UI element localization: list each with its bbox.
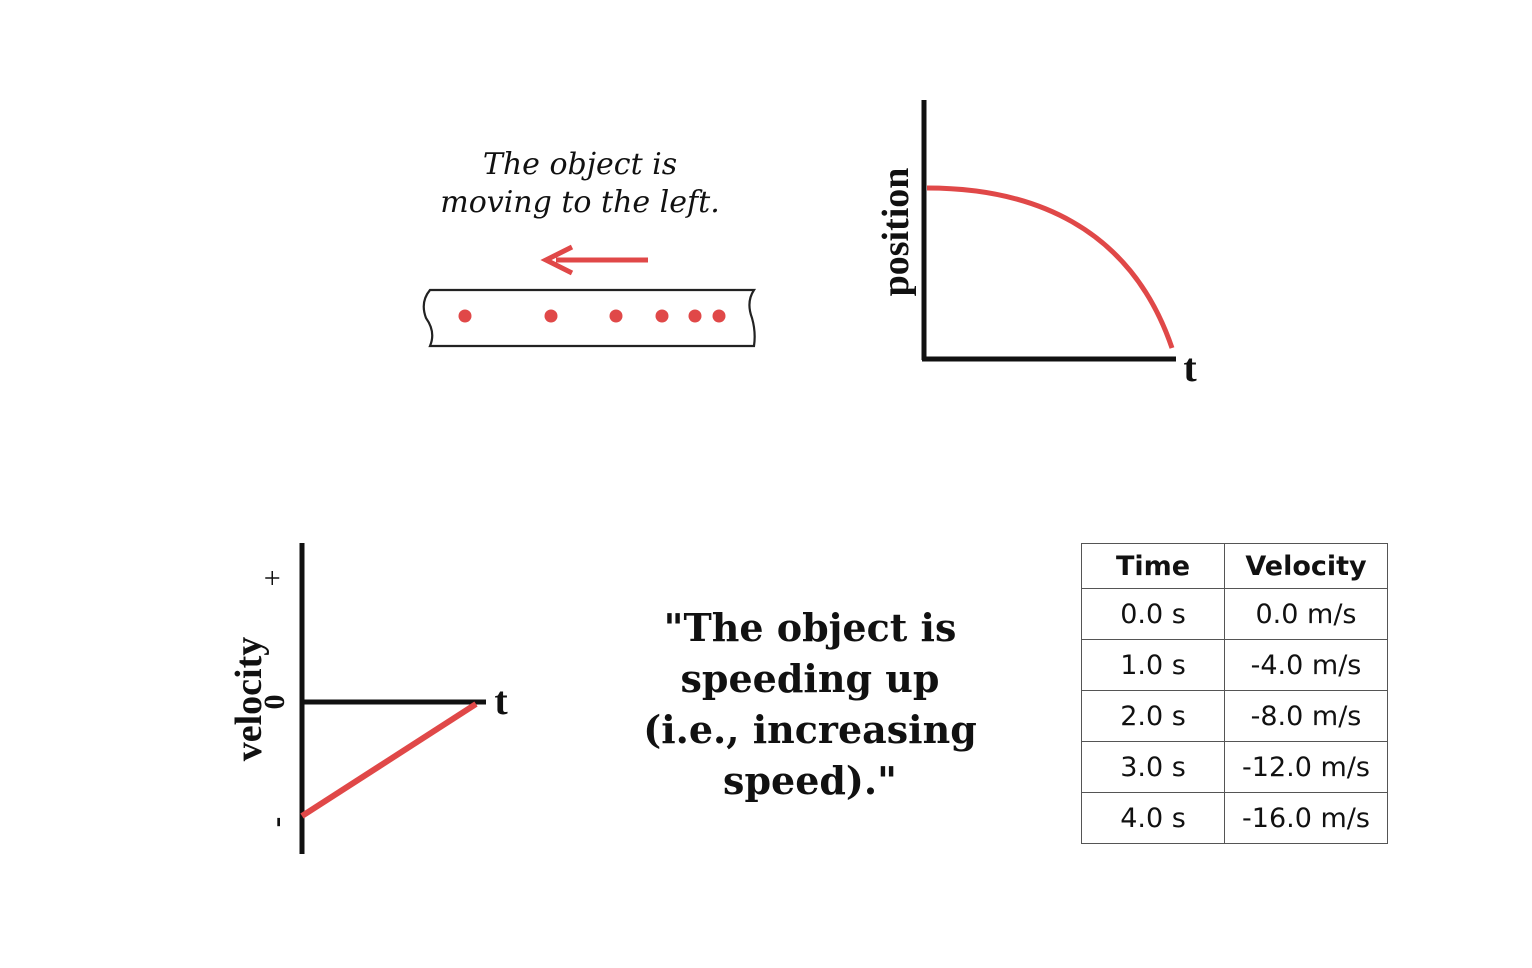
velocity-tick-plus: + [256,570,289,587]
velocity-graph: velocity t + 0 - [228,543,508,854]
cell-time: 2.0 s [1081,690,1225,742]
velocity-tick-zero: 0 [258,695,291,710]
statement-text: "The object is speeding up (i.e., increa… [620,602,1000,806]
cell-time: 1.0 s [1081,639,1225,691]
ticker-caption: The object is moving to the left. [400,146,760,222]
velocity-line [300,701,478,819]
velocity-tick-minus: - [257,817,293,828]
statement-line-3: (i.e., increasing [643,707,977,752]
statement-line-1: "The object is [663,605,957,650]
ticker-caption-line-2: moving to the left. [440,185,720,220]
position-y-label: position [875,168,917,297]
cell-time: 4.0 s [1081,792,1225,844]
velocity-y-label: velocity [228,637,270,762]
position-x-label: t [1183,345,1197,390]
tape-dot [655,309,669,323]
table-row: 4.0 s -16.0 m/s [1081,792,1388,844]
tape-dots [458,309,726,323]
cell-velocity: 0.0 m/s [1224,588,1388,640]
cell-velocity: -12.0 m/s [1224,741,1388,793]
left-arrow-icon [540,244,648,276]
tape-dot [544,309,558,323]
position-graph: position t [875,100,1197,390]
table-row: 0.0 s 0.0 m/s [1081,588,1388,640]
tape-dot [609,309,623,323]
statement-line-4: speed)." [723,758,897,803]
time-velocity-table: Time Velocity 0.0 s 0.0 m/s 1.0 s -4.0 m… [1081,543,1388,844]
tape-dot [458,309,472,323]
statement-line-2: speeding up [680,656,940,701]
table-row: 3.0 s -12.0 m/s [1081,741,1388,793]
cell-velocity: -4.0 m/s [1224,639,1388,691]
ticker-tape [422,288,757,348]
velocity-x-label: t [494,678,508,723]
table-header-row: Time Velocity [1081,543,1388,589]
table-row: 1.0 s -4.0 m/s [1081,639,1388,691]
header-time: Time [1081,543,1225,589]
ticker-caption-line-1: The object is [482,147,678,182]
tape-dot [712,309,726,323]
cell-velocity: -8.0 m/s [1224,690,1388,742]
table-row: 2.0 s -8.0 m/s [1081,690,1388,742]
header-velocity: Velocity [1224,543,1388,589]
cell-time: 3.0 s [1081,741,1225,793]
tape-dot [688,309,702,323]
cell-velocity: -16.0 m/s [1224,792,1388,844]
cell-time: 0.0 s [1081,588,1225,640]
position-curve [926,185,1175,349]
